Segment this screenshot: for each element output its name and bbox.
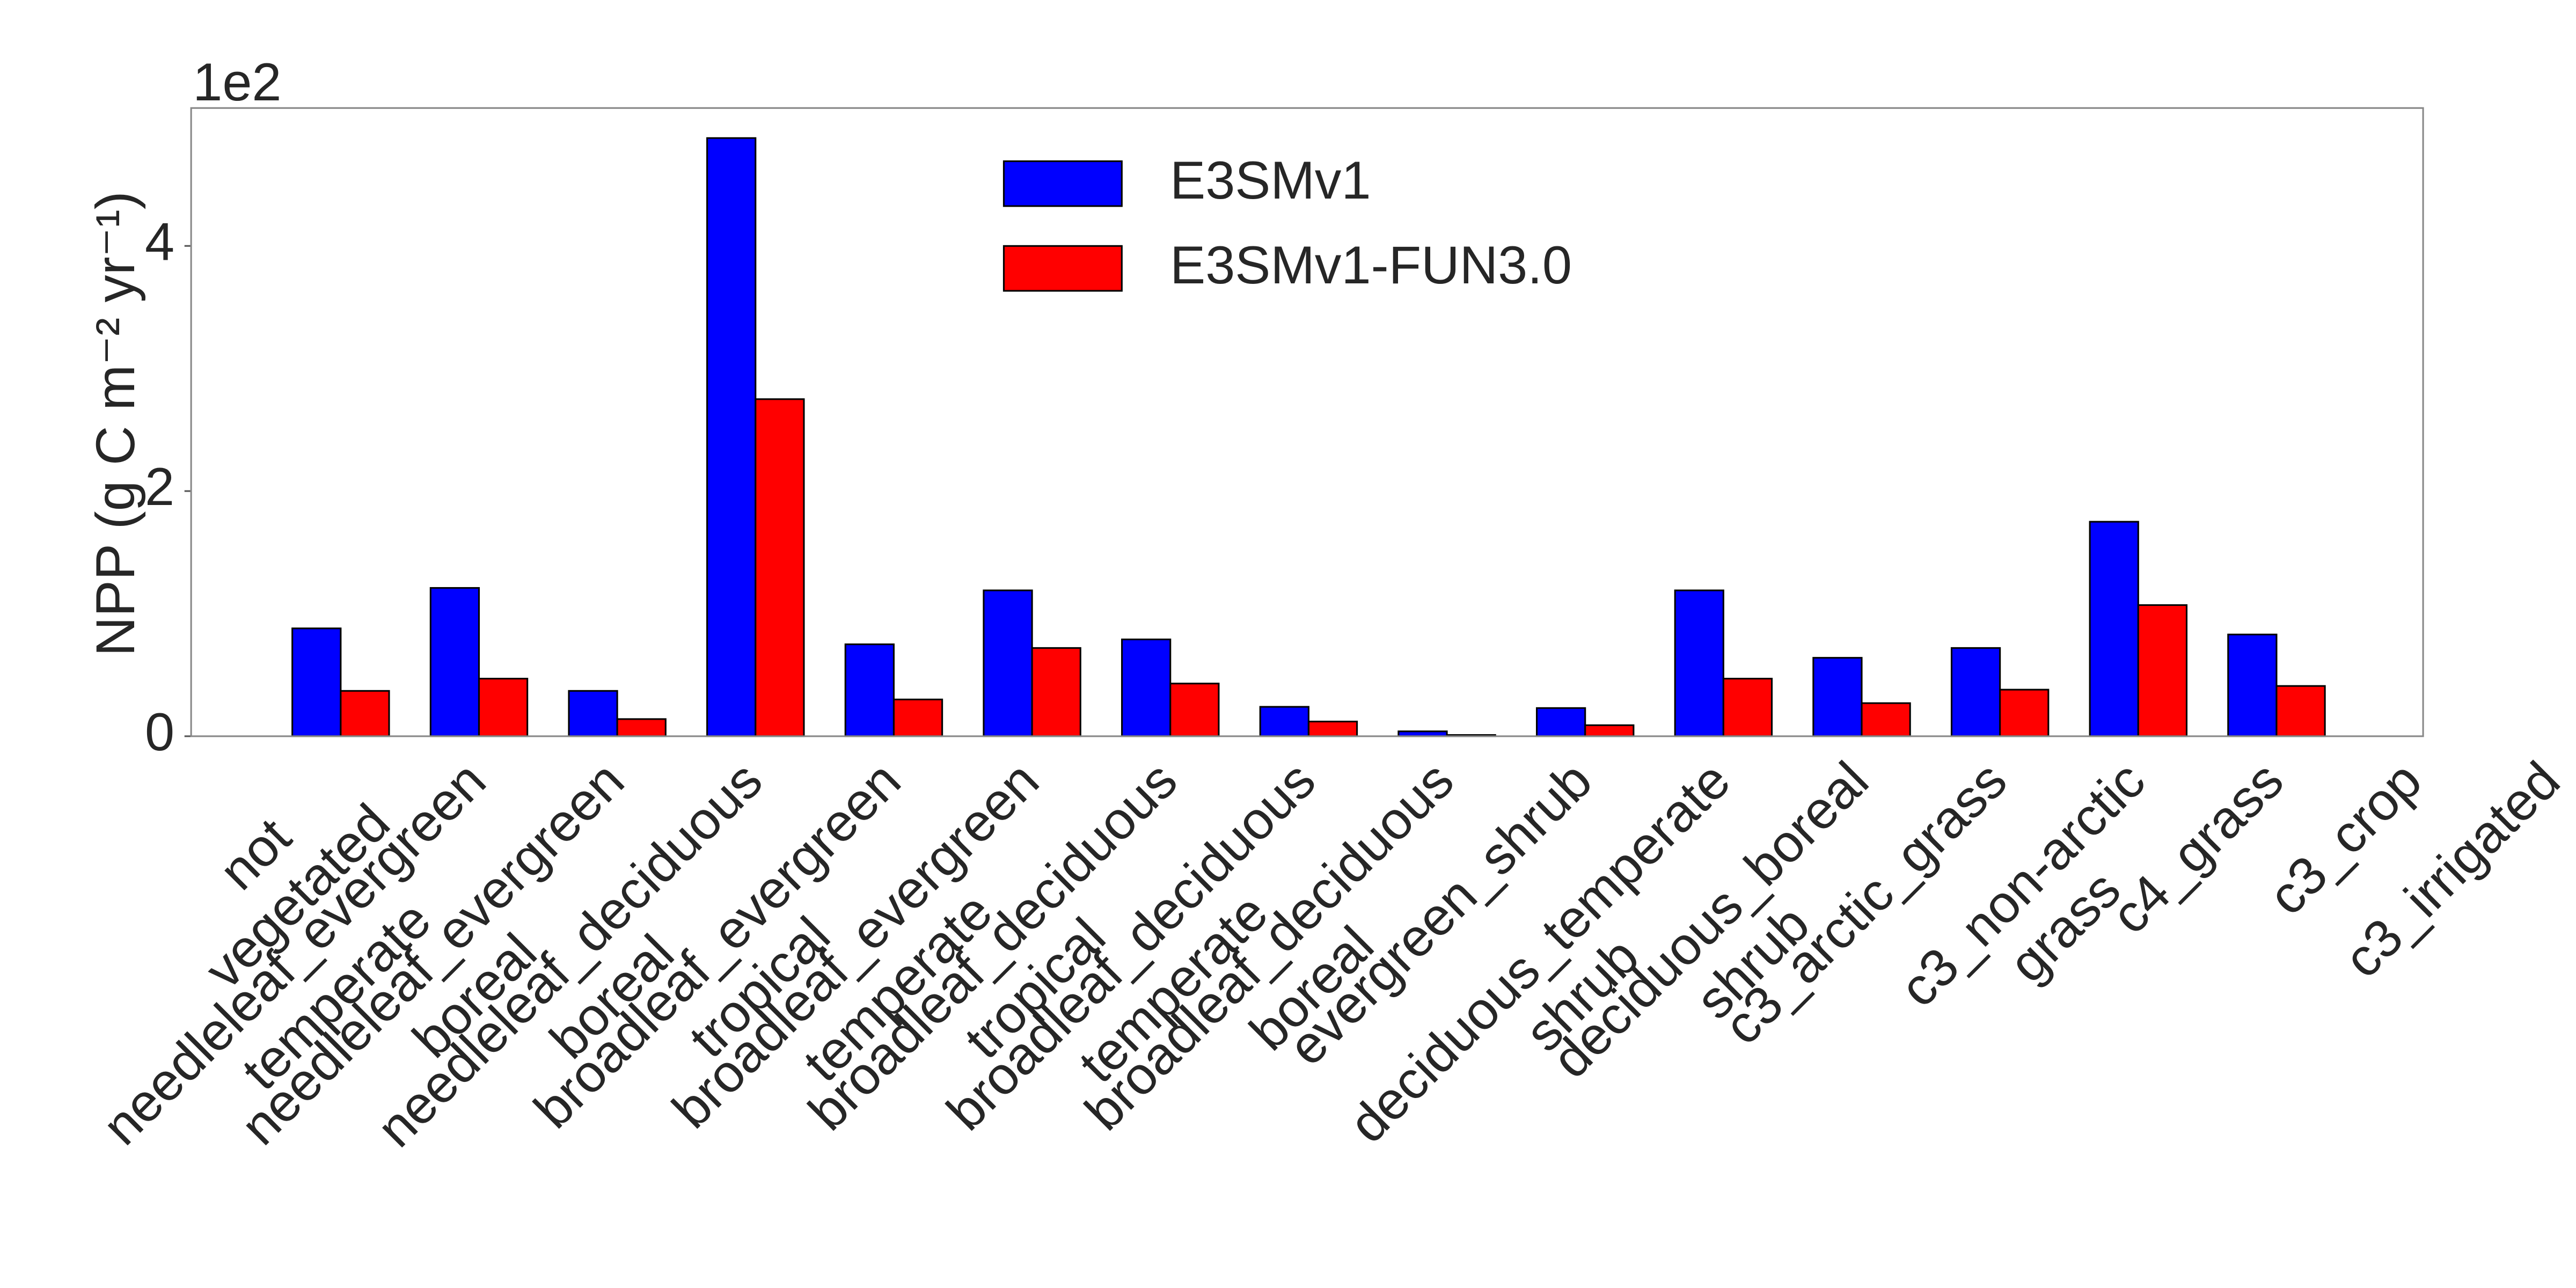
bar bbox=[892, 698, 943, 737]
bar bbox=[1950, 647, 2001, 737]
legend-swatch bbox=[1002, 160, 1123, 207]
bar bbox=[1999, 689, 2050, 737]
bar bbox=[291, 627, 342, 737]
bar bbox=[1307, 720, 1358, 737]
bar bbox=[1535, 707, 1586, 737]
offset-label: 1e2 bbox=[193, 52, 281, 112]
bar bbox=[983, 589, 1033, 737]
bar bbox=[1861, 702, 1911, 737]
bar bbox=[1812, 657, 1863, 737]
y-axis-label: NPP (g C m⁻² yr⁻¹) bbox=[84, 191, 146, 656]
bar bbox=[1259, 706, 1309, 737]
plot-frame bbox=[190, 107, 2424, 737]
bar bbox=[616, 718, 667, 737]
bar bbox=[568, 690, 618, 737]
bar bbox=[706, 137, 757, 737]
legend-label: E3SMv1-FUN3.0 bbox=[1170, 235, 1572, 295]
bar bbox=[429, 587, 480, 737]
bar bbox=[1584, 724, 1635, 737]
bar bbox=[2275, 685, 2326, 737]
legend-swatch bbox=[1002, 245, 1123, 292]
legend-label: E3SMv1 bbox=[1170, 150, 1371, 210]
bar bbox=[2227, 633, 2278, 737]
bar bbox=[2089, 521, 2139, 737]
bar bbox=[844, 643, 895, 737]
bar bbox=[2137, 604, 2188, 737]
bar bbox=[755, 398, 805, 737]
bar bbox=[1121, 638, 1172, 737]
y-tick-label: 4 bbox=[145, 211, 174, 271]
bar bbox=[1674, 589, 1724, 737]
bar bbox=[1169, 683, 1220, 737]
bar bbox=[1722, 677, 1773, 737]
bar bbox=[1031, 647, 1081, 737]
y-tick-label: 0 bbox=[145, 702, 174, 762]
bar bbox=[340, 690, 390, 737]
bar bbox=[478, 677, 529, 737]
y-tick-label: 2 bbox=[145, 457, 174, 516]
